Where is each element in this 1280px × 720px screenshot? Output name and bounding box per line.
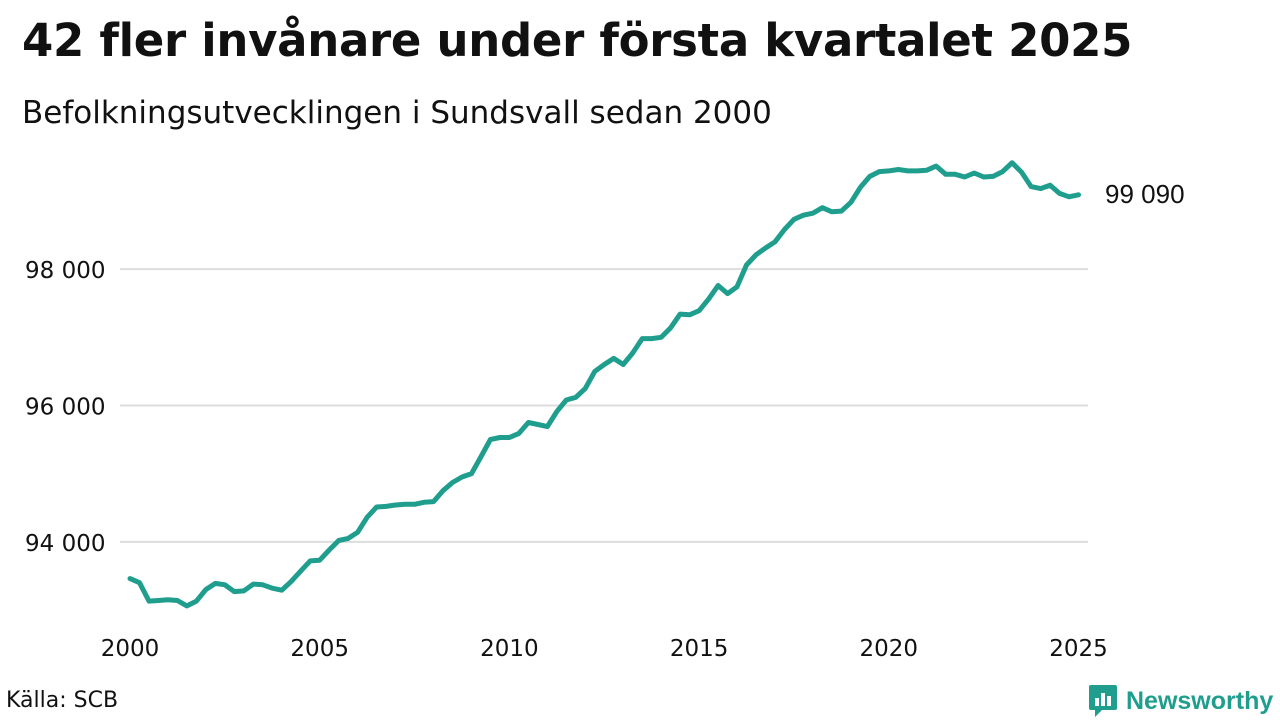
population-line xyxy=(127,160,1081,609)
y-tick-label: 94 000 xyxy=(25,531,105,557)
bar-chart-bubble-icon xyxy=(1089,685,1117,717)
end-value-label: 99 090 xyxy=(1105,179,1185,209)
x-tick-label: 2010 xyxy=(480,636,539,662)
x-tick-label: 2020 xyxy=(860,636,919,662)
y-tick-label: 98 000 xyxy=(25,258,105,284)
chart-subtitle: Befolkningsutvecklingen i Sundsvall seda… xyxy=(22,95,772,131)
x-tick-label: 2005 xyxy=(290,636,349,662)
y-tick-label: 96 000 xyxy=(25,394,105,420)
x-tick-label: 2015 xyxy=(670,636,729,662)
brand-logo: Newsworthy xyxy=(1088,684,1273,718)
source-note: Källa: SCB xyxy=(6,688,119,713)
chart-title: 42 fler invånare under första kvartalet … xyxy=(22,14,1133,67)
x-tick-label: 2000 xyxy=(101,636,160,662)
x-tick-label: 2025 xyxy=(1049,636,1108,662)
brand-name: Newsworthy xyxy=(1126,686,1274,715)
